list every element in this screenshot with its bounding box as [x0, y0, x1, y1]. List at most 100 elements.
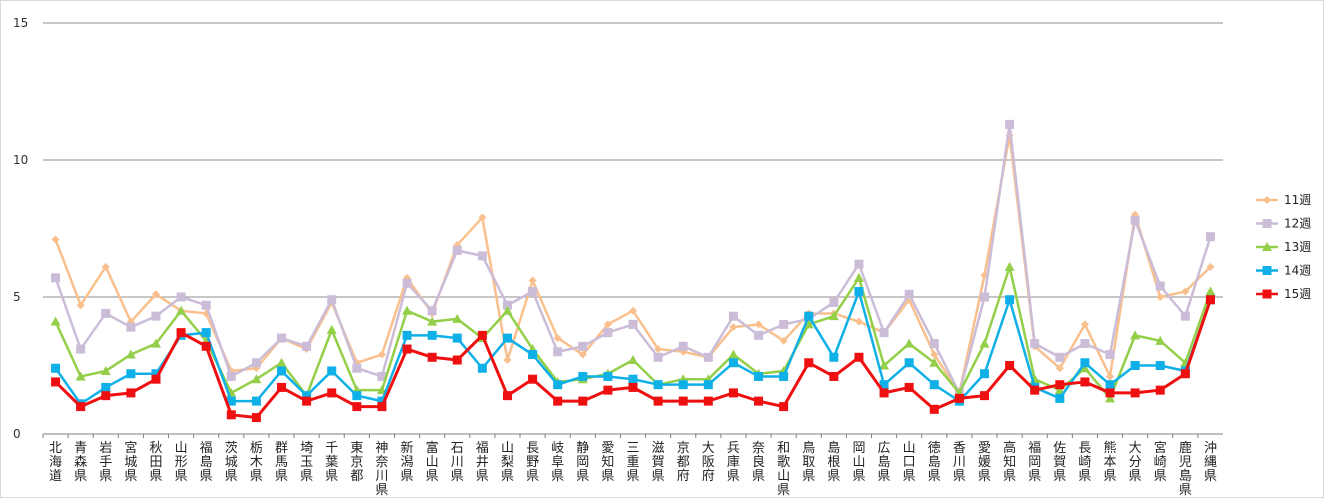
data-point — [427, 316, 438, 326]
data-point — [553, 347, 563, 357]
data-point — [1205, 286, 1216, 296]
data-point — [1130, 388, 1140, 398]
data-point — [477, 330, 487, 340]
series-5 — [51, 295, 1215, 423]
data-point — [1055, 352, 1065, 362]
data-point — [628, 355, 638, 365]
data-point — [1080, 358, 1090, 368]
data-point — [452, 333, 462, 343]
data-point — [603, 385, 613, 395]
legend-swatch-marker — [1263, 196, 1271, 204]
data-point — [578, 396, 588, 406]
data-point — [828, 311, 839, 321]
data-point — [979, 391, 989, 401]
data-point — [1155, 361, 1165, 370]
data-point — [326, 324, 337, 334]
data-point — [854, 352, 864, 362]
data-point — [578, 371, 588, 381]
data-point — [502, 391, 512, 401]
x-tick-label: 鹿児島県 — [1179, 440, 1192, 497]
data-point — [603, 320, 612, 329]
x-tick-label: 愛知県 — [601, 441, 614, 484]
x-tick-label: 神奈川県 — [375, 441, 388, 497]
data-point — [728, 358, 738, 368]
data-point — [654, 345, 663, 354]
data-point — [51, 363, 61, 373]
data-point — [427, 330, 437, 340]
data-point — [754, 396, 764, 406]
x-tick-label: 福島県 — [200, 441, 213, 484]
data-point — [829, 352, 839, 362]
data-point — [201, 328, 211, 338]
data-point — [427, 352, 437, 362]
legend-item: 13週 — [1256, 240, 1311, 254]
data-point — [477, 251, 487, 261]
y-tick-label: 0 — [13, 427, 21, 441]
x-tick-label: 栃木県 — [250, 441, 263, 484]
data-point — [176, 292, 186, 302]
data-point — [226, 396, 236, 406]
data-point — [729, 323, 738, 332]
data-point — [578, 341, 588, 351]
data-point — [126, 322, 136, 332]
data-point — [151, 369, 161, 379]
data-point — [678, 396, 688, 406]
data-point — [1130, 330, 1141, 340]
data-point — [629, 306, 637, 315]
x-tick-label: 大阪府 — [702, 441, 715, 484]
data-point — [277, 382, 287, 392]
data-point — [603, 328, 613, 338]
data-point — [1004, 261, 1015, 271]
data-point — [277, 366, 287, 376]
data-point — [327, 366, 337, 376]
legend-label: 11週 — [1284, 193, 1311, 207]
x-tick-label: 福岡県 — [1028, 441, 1041, 484]
data-point — [176, 328, 186, 338]
data-point — [703, 396, 713, 406]
data-point — [628, 319, 638, 329]
legend-swatch-marker — [1262, 289, 1272, 299]
data-point — [151, 374, 161, 384]
x-tick-label: 和歌山県 — [777, 441, 790, 497]
y-tick-label: 15 — [13, 16, 28, 30]
data-point — [201, 300, 211, 310]
legend-label: 13週 — [1284, 240, 1311, 254]
x-tick-label: 徳島県 — [928, 441, 941, 484]
data-point — [1180, 311, 1190, 321]
data-point — [1156, 293, 1165, 301]
data-point — [352, 391, 362, 401]
data-point — [51, 377, 61, 387]
data-point — [477, 363, 487, 373]
data-point — [1030, 385, 1040, 395]
data-point — [1105, 380, 1115, 390]
x-tick-label: 山口県 — [903, 441, 916, 484]
legend-swatch-marker — [1262, 219, 1272, 228]
data-point — [929, 357, 940, 367]
data-point — [478, 213, 487, 222]
data-point — [779, 336, 788, 345]
data-point — [1055, 364, 1064, 373]
data-point — [904, 338, 915, 348]
legend-item: 11週 — [1256, 193, 1311, 207]
data-point — [1205, 232, 1215, 242]
data-point — [829, 371, 839, 381]
data-point — [803, 319, 814, 329]
data-point — [653, 380, 663, 390]
data-point — [377, 396, 387, 406]
data-point — [979, 338, 990, 348]
x-tick-label: 沖縄県 — [1204, 441, 1217, 484]
data-point — [553, 380, 563, 390]
data-point — [75, 371, 86, 381]
x-tick-label: 岡山県 — [852, 441, 865, 484]
x-tick-label: 宮崎県 — [1154, 440, 1167, 484]
data-point — [402, 305, 413, 315]
data-point — [101, 391, 111, 401]
data-point — [1105, 393, 1116, 403]
data-point — [1106, 372, 1115, 381]
data-point — [126, 369, 136, 379]
data-point — [1079, 363, 1090, 373]
data-point — [101, 308, 111, 318]
data-point — [151, 311, 161, 321]
data-point — [754, 371, 764, 381]
